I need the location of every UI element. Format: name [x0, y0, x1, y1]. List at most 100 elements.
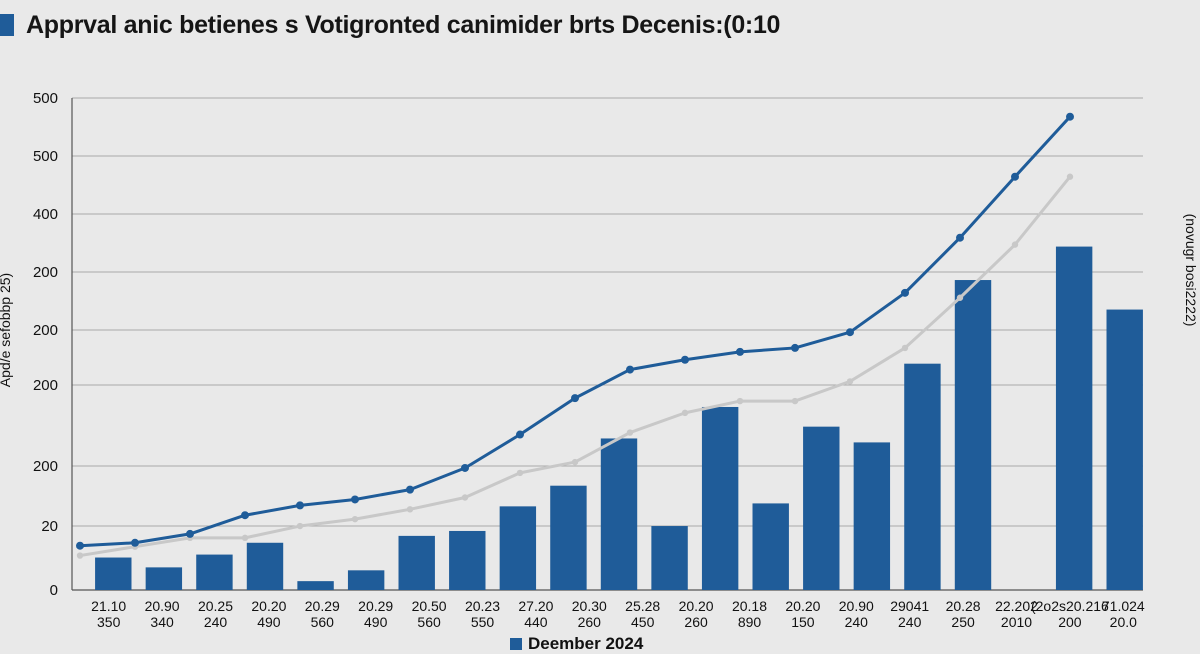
bar	[196, 554, 233, 590]
dark-series-point	[76, 541, 84, 550]
y-tick-label: 200	[33, 458, 58, 475]
light-series-point	[736, 397, 744, 405]
x-tick-label: 260	[578, 614, 602, 630]
dark-series-point	[351, 495, 359, 504]
light-series-point	[351, 515, 359, 523]
x-tick-label: 550	[471, 614, 495, 630]
dark-series-point	[241, 511, 249, 520]
x-tick-label: 20.20	[251, 598, 286, 614]
x-tick-label: 240	[845, 614, 869, 630]
bar	[95, 557, 132, 590]
dark-series-point	[901, 288, 909, 297]
x-tick-label: 440	[524, 614, 548, 630]
bar	[853, 442, 891, 590]
title-marker	[0, 14, 14, 36]
x-tick-label: 20.0	[1110, 614, 1137, 630]
y-tick-label: 200	[33, 377, 58, 394]
light-series-point	[1011, 241, 1019, 248]
light-series-point	[516, 469, 524, 477]
y-tick-label: 200	[33, 322, 58, 339]
x-tick-label: 20.90	[839, 598, 874, 614]
light-series-point	[461, 494, 469, 501]
legend-swatch	[510, 638, 522, 650]
light-series-point	[571, 458, 579, 466]
chart-title-block: Apprval anic betienes s Votigronted cani…	[0, 8, 780, 42]
light-series-point	[626, 429, 634, 436]
dark-series-point	[461, 463, 469, 472]
x-tick-label: 20.30	[572, 598, 607, 614]
bar	[449, 530, 486, 590]
bar	[904, 363, 941, 590]
dark-series-point	[516, 430, 524, 439]
x-tick-label: 20.20	[679, 598, 714, 614]
x-tick-label: 20.29	[358, 598, 393, 614]
x-tick-label: 450	[631, 614, 655, 630]
x-tick-label: 29041	[890, 598, 929, 614]
bar	[803, 426, 840, 590]
x-tick-label: 20.20	[785, 598, 820, 614]
x-tick-label: 71.024	[1102, 598, 1145, 614]
y-tick-label: 500	[33, 90, 58, 107]
dark-series-point	[571, 394, 579, 403]
bar	[550, 485, 587, 590]
x-tick-label: 27.20	[518, 598, 553, 614]
light-series-point	[791, 397, 799, 405]
x-tick-label: 490	[364, 614, 388, 630]
bar	[752, 503, 789, 590]
bar	[600, 438, 638, 590]
light-series-point	[846, 378, 854, 385]
x-tick-label: 560	[417, 614, 441, 630]
bar	[398, 535, 435, 590]
bar	[347, 570, 385, 590]
light-series-point	[406, 506, 414, 513]
light-series-point	[241, 534, 249, 542]
dark-series-point	[736, 347, 744, 356]
dark-series-point	[1066, 112, 1074, 121]
dark-series-point	[406, 485, 414, 494]
x-tick-label: 25.28	[625, 598, 660, 614]
dark-series-point	[626, 365, 634, 374]
x-tick-label: 240	[898, 614, 922, 630]
light-series-point	[956, 294, 964, 301]
x-tick-label: 20.50	[412, 598, 447, 614]
dark-series-point	[791, 343, 799, 352]
bar	[246, 542, 284, 590]
dark-series-point	[956, 233, 964, 242]
x-tick-label: 260	[684, 614, 708, 630]
light-series-point	[901, 344, 909, 352]
dark-series-point	[1011, 172, 1019, 181]
y-tick-label: 500	[33, 148, 58, 165]
dark-series-point	[131, 538, 139, 547]
bar	[297, 581, 334, 590]
x-tick-label: 2010	[1001, 614, 1032, 630]
bar	[701, 406, 739, 590]
legend-label: Deember 2024	[528, 634, 644, 653]
light-series-point	[681, 409, 689, 417]
x-tick-label: 200	[1058, 614, 1082, 630]
y2-axis-title: (novugr bosi2222)	[1183, 214, 1199, 327]
x-tick-label: 490	[257, 614, 281, 630]
dark-series-point	[846, 328, 854, 337]
x-tick-label: 350	[97, 614, 121, 630]
x-tick-label: 22.202	[995, 598, 1038, 614]
bar	[1055, 246, 1093, 591]
x-tick-label: (2o2s20.216	[1031, 598, 1109, 614]
x-tick-label: 340	[150, 614, 174, 630]
bar	[954, 280, 992, 590]
light-series-point	[76, 552, 84, 559]
x-tick-label: 20.90	[145, 598, 180, 614]
x-tick-label: 20.18	[732, 598, 767, 614]
y-tick-label: 200	[33, 264, 58, 281]
x-tick-label: 20.29	[305, 598, 340, 614]
bar	[499, 506, 537, 590]
dark-series-point	[186, 529, 194, 538]
light-series-point	[1066, 173, 1074, 180]
bar	[1106, 309, 1143, 590]
dark-series-point	[296, 501, 304, 510]
bar	[651, 526, 688, 590]
legend: Deember 2024	[510, 634, 643, 654]
y-axis-title: Apd/e sefobbp 25)	[0, 273, 13, 387]
x-tick-label: 150	[791, 614, 815, 630]
dark-series-point	[681, 355, 689, 364]
